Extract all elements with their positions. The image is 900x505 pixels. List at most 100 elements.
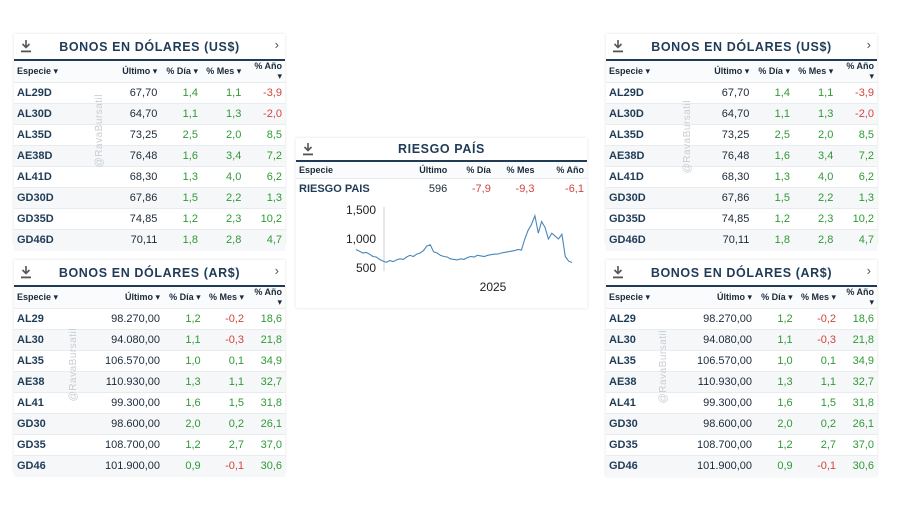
col-header[interactable]: Último ▾: [81, 61, 161, 83]
table-row[interactable]: GD30 98.600,00 2,0 0,2 26,1: [14, 413, 285, 435]
col-header[interactable]: Especie ▾: [14, 287, 69, 309]
table-row[interactable]: GD35D 74,85 1,2 2,3 10,2: [14, 208, 285, 230]
cell-dia: 1,2: [755, 308, 796, 330]
table-row[interactable]: AL41D 68,30 1,3 4,0 6,2: [606, 166, 877, 188]
download-icon[interactable]: [612, 39, 624, 53]
cell-especie: AE38: [14, 371, 69, 393]
table-row[interactable]: GD35D 74,85 1,2 2,3 10,2: [606, 208, 877, 230]
col-header[interactable]: Último ▾: [660, 287, 756, 309]
col-header[interactable]: Especie ▾: [606, 287, 661, 309]
bonos-table: Especie ▾ Último ▾ % Día ▾ % Mes ▾ % Año…: [14, 61, 285, 251]
chevron-right-icon[interactable]: ›: [866, 37, 871, 52]
download-icon[interactable]: [302, 142, 314, 156]
cell-mes: 0,1: [795, 350, 840, 372]
table-row[interactable]: GD46 101.900,00 0,9 -0,1 30,6: [14, 455, 285, 477]
cell-dia: 2,0: [755, 413, 796, 435]
cell-ultimo: 73,25: [673, 124, 753, 146]
bonos-table: Especie ▾ Último ▾ % Día ▾ % Mes ▾ % Año…: [14, 287, 285, 477]
col-header[interactable]: Especie ▾: [606, 61, 674, 83]
table-row[interactable]: GD35 108.700,00 1,2 2,7 37,0: [606, 434, 877, 456]
table-row[interactable]: GD46 101.900,00 0,9 -0,1 30,6: [606, 455, 877, 477]
table-row[interactable]: AL29D 67,70 1,4 1,1 -3,9: [606, 82, 877, 104]
col-header[interactable]: % Mes: [493, 162, 538, 178]
cell-dia: 1,8: [752, 229, 793, 251]
col-header[interactable]: % Día ▾: [752, 61, 793, 83]
cell-ultimo: 73,25: [81, 124, 161, 146]
cell-ultimo: 98.600,00: [68, 413, 164, 435]
table-row[interactable]: AL41 99.300,00 1,6 1,5 31,8: [606, 392, 877, 414]
table-row[interactable]: GD46D 70,11 1,8 2,8 4,7: [14, 229, 285, 251]
cell-anio: 1,3: [836, 187, 877, 209]
download-icon[interactable]: [20, 265, 32, 279]
col-header[interactable]: % Año ▾: [247, 287, 285, 309]
col-header[interactable]: % Año ▾: [244, 61, 285, 83]
table-row[interactable]: AL29D 67,70 1,4 1,1 -3,9: [14, 82, 285, 104]
table-row[interactable]: GD30D 67,86 1,5 2,2 1,3: [606, 187, 877, 209]
col-header[interactable]: % Día ▾: [755, 287, 796, 309]
table-row[interactable]: AE38 110.930,00 1,3 1,1 32,7: [606, 371, 877, 393]
col-header[interactable]: Último: [400, 162, 451, 178]
table-row[interactable]: AL35 106.570,00 1,0 0,1 34,9: [606, 350, 877, 372]
table-row[interactable]: AL30 94.080,00 1,1 -0,3 21,8: [14, 329, 285, 351]
table-row[interactable]: AL29 98.270,00 1,2 -0,2 18,6: [14, 308, 285, 330]
table-row[interactable]: AE38 110.930,00 1,3 1,1 32,7: [14, 371, 285, 393]
table-row[interactable]: GD30 98.600,00 2,0 0,2 26,1: [606, 413, 877, 435]
table-row[interactable]: AL29 98.270,00 1,2 -0,2 18,6: [606, 308, 877, 330]
cell-anio: 30,6: [839, 455, 877, 477]
table-row[interactable]: AE38D 76,48 1,6 3,4 7,2: [606, 145, 877, 167]
cell-mes: 1,1: [203, 371, 248, 393]
col-header[interactable]: % Mes ▾: [792, 61, 837, 83]
col-header[interactable]: Especie ▾: [14, 61, 82, 83]
table-row[interactable]: GD46D 70,11 1,8 2,8 4,7: [606, 229, 877, 251]
table-row[interactable]: GD35 108.700,00 1,2 2,7 37,0: [14, 434, 285, 456]
cell-anio: 4,7: [836, 229, 877, 251]
col-header[interactable]: % Año ▾: [839, 287, 877, 309]
col-header[interactable]: % Día: [450, 162, 494, 178]
table-row[interactable]: AE38D 76,48 1,6 3,4 7,2: [14, 145, 285, 167]
table-row[interactable]: GD30D 67,86 1,5 2,2 1,3: [14, 187, 285, 209]
col-header[interactable]: % Día ▾: [163, 287, 204, 309]
col-header[interactable]: % Día ▾: [160, 61, 201, 83]
download-icon[interactable]: [612, 265, 624, 279]
chevron-right-icon[interactable]: ›: [866, 263, 871, 278]
cell-anio: 30,6: [247, 455, 285, 477]
cell-anio: 10,2: [836, 208, 877, 230]
watermark: @RavaBursatil: [68, 328, 79, 402]
cell-anio: 26,1: [247, 413, 285, 435]
panel-header: BONOS EN DÓLARES (US$) ›: [14, 34, 285, 61]
cell-mes: 2,7: [795, 434, 840, 456]
cell-mes: 2,3: [200, 208, 245, 230]
col-header[interactable]: % Mes ▾: [795, 287, 840, 309]
table-row[interactable]: AL35 106.570,00 1,0 0,1 34,9: [14, 350, 285, 372]
cell-ultimo: 99.300,00: [660, 392, 756, 414]
cell-especie: AL29: [606, 308, 661, 330]
cell-especie: GD35D: [14, 208, 82, 230]
table-row[interactable]: AL30 94.080,00 1,1 -0,3 21,8: [606, 329, 877, 351]
col-header[interactable]: % Año: [537, 162, 587, 178]
col-header[interactable]: Último ▾: [673, 61, 753, 83]
table-row[interactable]: AL30D 64,70 1,1 1,3 -2,0: [606, 103, 877, 125]
cell-ultimo: 68,30: [673, 166, 753, 188]
table-row[interactable]: AL35D 73,25 2,5 2,0 8,5: [14, 124, 285, 146]
cell-ultimo: 94.080,00: [68, 329, 164, 351]
col-header[interactable]: % Mes ▾: [200, 61, 245, 83]
table-row[interactable]: AL35D 73,25 2,5 2,0 8,5: [606, 124, 877, 146]
table-row[interactable]: AL30D 64,70 1,1 1,3 -2,0: [14, 103, 285, 125]
cell-mes: 3,4: [200, 145, 245, 167]
cell-ultimo: 106.570,00: [68, 350, 164, 372]
table-row[interactable]: RIESGO PAIS 596 -7,9 -9,3 -6,1: [296, 177, 587, 199]
table-row[interactable]: AL41 99.300,00 1,6 1,5 31,8: [14, 392, 285, 414]
cell-mes: 4,0: [200, 166, 245, 188]
download-icon[interactable]: [20, 39, 32, 53]
cell-especie: AL41D: [606, 166, 674, 188]
col-header[interactable]: % Mes ▾: [203, 287, 248, 309]
col-header[interactable]: Especie: [296, 162, 401, 178]
table-row[interactable]: AL41D 68,30 1,3 4,0 6,2: [14, 166, 285, 188]
col-header[interactable]: Último ▾: [68, 287, 164, 309]
chevron-right-icon[interactable]: ›: [274, 263, 279, 278]
col-header[interactable]: % Año ▾: [836, 61, 877, 83]
cell-especie: GD30D: [14, 187, 82, 209]
cell-anio: -6,1: [537, 177, 587, 199]
chevron-right-icon[interactable]: ›: [274, 37, 279, 52]
cell-dia: 1,6: [163, 392, 204, 414]
